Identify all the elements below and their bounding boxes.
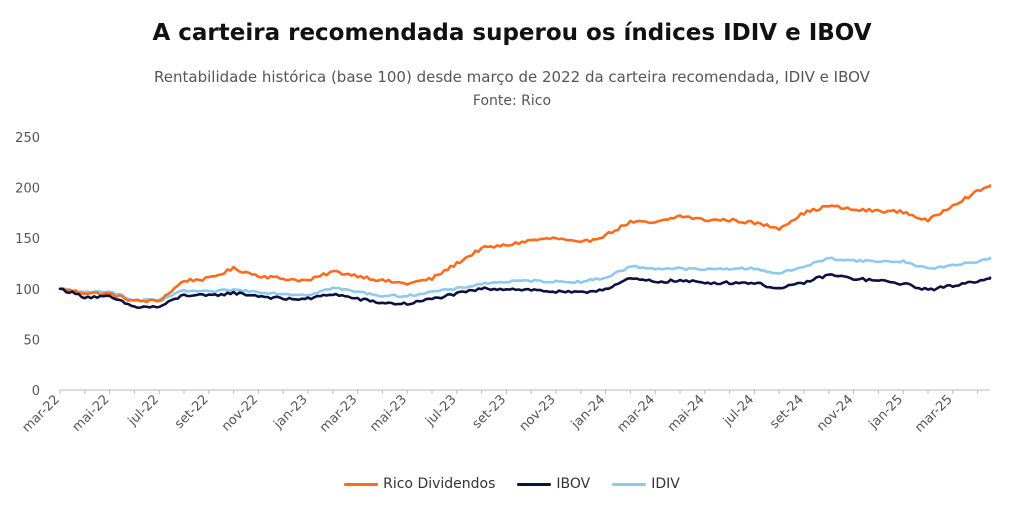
- x-tick-label: set-22: [172, 392, 212, 432]
- chart-subtitle: Rentabilidade histórica (base 100) desde…: [154, 68, 870, 86]
- legend: Rico Dividendos IBOV IDIV: [0, 476, 1024, 492]
- legend-item-idiv: IDIV: [612, 476, 680, 492]
- legend-swatch-rico: [344, 482, 379, 486]
- x-tick-label: jan-25: [866, 392, 906, 432]
- legend-item-rico: Rico Dividendos: [344, 476, 495, 492]
- x-tick-label: set-24: [767, 392, 807, 432]
- x-tick-label: jul-22: [125, 392, 162, 429]
- legend-label-ibov: IBOV: [556, 476, 591, 492]
- legend-item-ibov: IBOV: [517, 476, 590, 492]
- x-tick-label: jan-23: [270, 392, 310, 432]
- series-line-idiv: [58, 256, 992, 303]
- legend-swatch-idiv: [612, 482, 647, 486]
- series-line-rico: [58, 184, 992, 304]
- y-tick-label: 200: [15, 182, 40, 197]
- y-tick-label: 100: [15, 283, 40, 298]
- x-tick-label: jan-24: [568, 392, 608, 432]
- x-tick-label: mar-24: [615, 392, 658, 435]
- x-tick-label: set-23: [470, 392, 510, 432]
- y-axis: 0 50 100 150 200 250: [15, 131, 40, 399]
- x-tick-label: mar-22: [19, 392, 62, 435]
- x-tick-label: jul-24: [720, 392, 757, 429]
- x-tick-label: mai-22: [70, 392, 113, 435]
- x-tick-label: mar-23: [317, 392, 360, 435]
- x-tick-label: jul-23: [422, 392, 459, 429]
- x-tick-label: nov-22: [219, 392, 261, 434]
- x-tick-label: mai-23: [367, 392, 410, 435]
- x-tick-label: nov-23: [517, 392, 559, 434]
- x-tick-label: mai-24: [665, 392, 708, 435]
- legend-label-idiv: IDIV: [651, 476, 680, 492]
- chart-title: A carteira recomendada superou os índice…: [152, 20, 872, 46]
- x-axis: mar-22 mai-22 jul-22 set-22 nov-22 jan-23 mar-…: [19, 389, 990, 436]
- chart-source: Fonte: Rico: [472, 93, 552, 109]
- y-tick-label: 250: [15, 131, 40, 146]
- legend-label-rico: Rico Dividendos: [383, 476, 496, 492]
- legend-swatch-ibov: [517, 482, 552, 486]
- series-line-ibov: [58, 273, 992, 309]
- x-tick-label: mar-25: [912, 392, 955, 435]
- series-layer: [58, 184, 992, 309]
- y-tick-label: 50: [23, 333, 40, 348]
- x-tick-label: nov-24: [814, 392, 856, 434]
- y-tick-label: 150: [15, 232, 40, 247]
- y-tick-label: 0: [32, 384, 40, 399]
